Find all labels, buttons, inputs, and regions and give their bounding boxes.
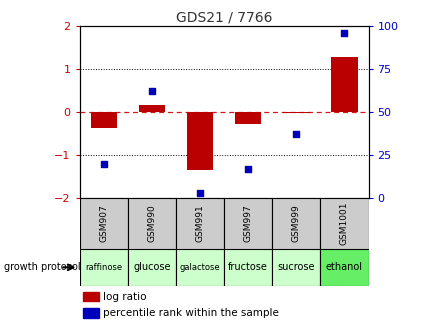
Text: galactose: galactose	[179, 263, 220, 272]
Bar	[186, 112, 213, 170]
Text: growth protocol: growth protocol	[4, 262, 81, 272]
Bar	[234, 112, 261, 124]
Text: ethanol: ethanol	[325, 262, 362, 272]
Point	[292, 132, 299, 137]
Text: raffinose: raffinose	[85, 263, 122, 272]
Point	[148, 89, 155, 94]
Text: GSM991: GSM991	[195, 204, 204, 242]
Point	[196, 190, 203, 195]
Text: GSM907: GSM907	[99, 204, 108, 242]
Bar	[283, 112, 309, 113]
Bar	[80, 249, 128, 286]
Bar	[83, 292, 98, 301]
Text: sucrose: sucrose	[277, 262, 314, 272]
Text: fructose: fructose	[228, 262, 267, 272]
Point	[100, 161, 107, 166]
Bar	[319, 198, 368, 249]
Bar	[224, 249, 272, 286]
Bar	[224, 198, 272, 249]
Text: log ratio: log ratio	[103, 292, 146, 301]
Bar	[175, 249, 224, 286]
Text: GSM997: GSM997	[243, 204, 252, 242]
Text: glucose: glucose	[133, 262, 170, 272]
Bar	[83, 308, 98, 318]
Point	[340, 30, 347, 36]
Point	[244, 166, 251, 171]
Bar	[272, 249, 319, 286]
Bar	[128, 249, 175, 286]
Bar	[80, 198, 128, 249]
Bar	[128, 198, 175, 249]
Bar	[319, 249, 368, 286]
Text: GSM999: GSM999	[291, 204, 300, 242]
Text: GSM990: GSM990	[147, 204, 156, 242]
Bar	[330, 58, 357, 112]
Title: GDS21 / 7766: GDS21 / 7766	[175, 11, 272, 25]
Text: percentile rank within the sample: percentile rank within the sample	[103, 308, 278, 318]
Bar	[175, 198, 224, 249]
Bar	[272, 198, 319, 249]
Bar	[138, 105, 165, 112]
Bar	[90, 112, 117, 128]
Text: GSM1001: GSM1001	[339, 201, 348, 245]
